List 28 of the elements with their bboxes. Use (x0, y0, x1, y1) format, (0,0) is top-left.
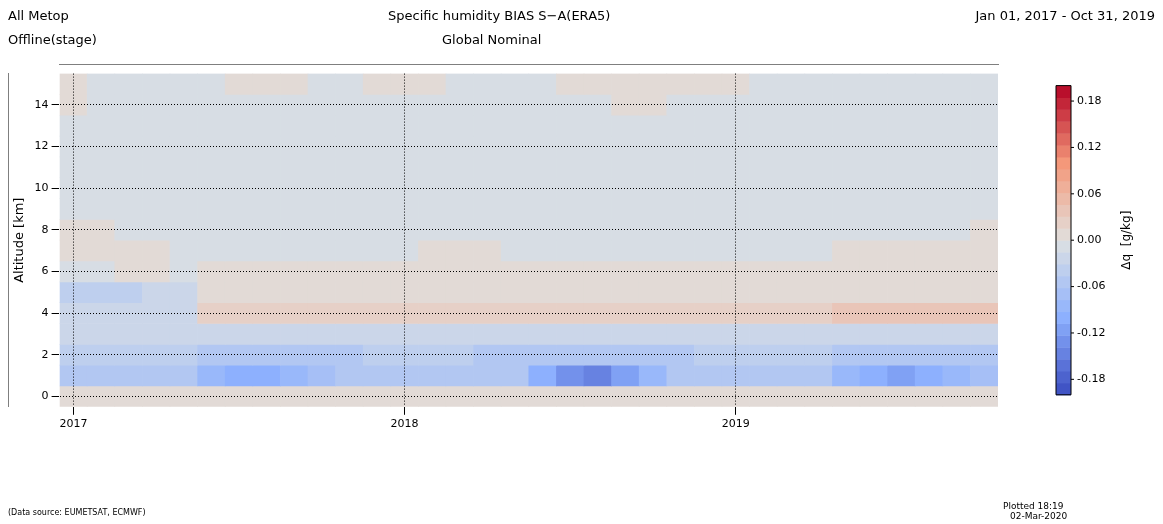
y-axis-title: Altitude [km] (11, 197, 27, 283)
color-bar-label: -0.12 (1077, 325, 1106, 339)
y-tick-label: 8 (41, 222, 49, 236)
y-tick-label: 12 (34, 139, 49, 153)
x-tick-label: 2018 (390, 417, 419, 431)
text: 0.00 (1077, 233, 1102, 247)
chart-title: Specific humidity BIAS S−A(ERA5) (388, 8, 611, 23)
y-tick-label: 6 (41, 264, 49, 278)
color-bar-label: -0.06 (1077, 279, 1106, 293)
text: All Metop (8, 8, 69, 23)
text: 02-Mar-2020 (1010, 511, 1068, 521)
y-tick-label: 4 (41, 305, 49, 319)
y-tick-label: 2 (41, 347, 49, 361)
color-bar-label: 0.12 (1077, 140, 1102, 154)
text: Offline(stage) (8, 32, 97, 47)
color-bar-label: -0.18 (1077, 372, 1106, 386)
x-tick-label: 2019 (721, 417, 750, 431)
chart-subtitle: Global Nominal (442, 32, 542, 47)
color-bar-label: 0.06 (1077, 186, 1102, 200)
text: (Data source: EUMETSAT, ECMWF) (8, 508, 146, 517)
text: Jan 01, 2017 - Oct 31, 2019 (975, 8, 1155, 23)
y-tick-label: 0 (41, 389, 49, 403)
y-tick-label: 14 (34, 97, 49, 111)
color-bar-label: 0.18 (1077, 93, 1102, 107)
x-tick-label: 2017 (59, 417, 88, 431)
color-bar-title: Δq [g/kg] (1119, 210, 1134, 270)
text: Plotted 18:19 (1003, 501, 1064, 511)
y-tick-label: 10 (34, 181, 49, 194)
